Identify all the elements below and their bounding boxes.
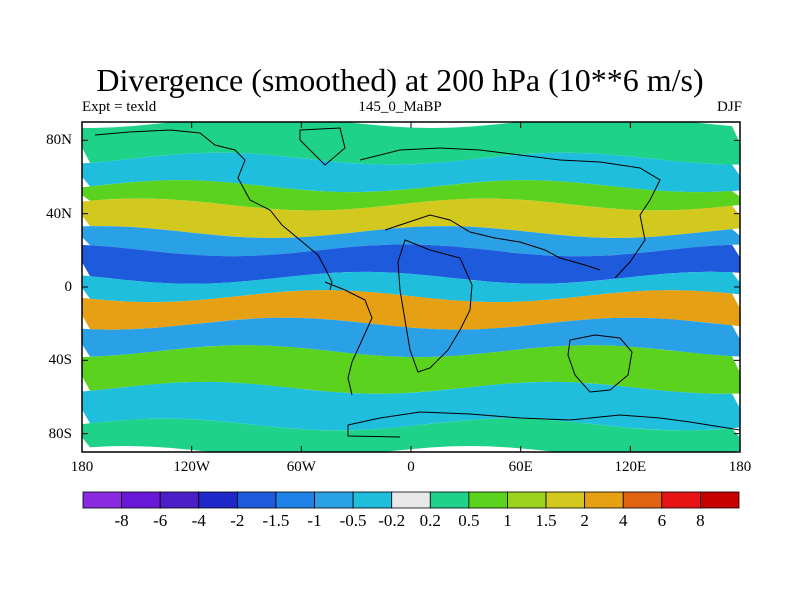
colorbar-box — [468, 491, 508, 509]
colorbar-box — [314, 491, 354, 509]
field-band — [82, 418, 740, 452]
coastline-south-america — [324, 281, 373, 396]
colorbar-box — [159, 491, 200, 509]
colorbar-box — [661, 491, 701, 509]
divergence-field — [82, 122, 740, 452]
lat-tick-label: 80S — [48, 425, 72, 442]
colorbar-label: 0.5 — [458, 511, 480, 530]
coastline-mediterranean — [384, 214, 601, 271]
lon-tick-label: 180 — [70, 459, 94, 475]
field-band — [82, 122, 740, 165]
colorbar-box — [275, 491, 315, 509]
field-band — [82, 152, 740, 193]
colorbar-label: 1 — [503, 511, 512, 530]
map-title: Divergence (smoothed) at 200 hPa (10**6 … — [96, 62, 704, 98]
field-band — [82, 381, 740, 431]
lon-tick-label: 60W — [286, 459, 316, 475]
lon-tick-label: 120W — [173, 459, 210, 475]
coastline-australia — [567, 334, 633, 393]
colorbar-box — [121, 491, 161, 509]
coastlines — [94, 127, 740, 438]
colorbar-label: -8 — [114, 511, 129, 530]
lat-tick-label: 40S — [48, 352, 72, 369]
coastline-antarctica — [347, 411, 740, 438]
season-label: DJF — [716, 99, 742, 115]
colorbar-box — [352, 491, 393, 509]
colorbar-label: -6 — [153, 511, 168, 530]
experiment-label: Expt = texld — [82, 99, 157, 115]
axis-ticks — [81, 122, 741, 452]
colorbar-box — [198, 491, 238, 509]
field-band — [82, 271, 740, 303]
field-band — [82, 226, 740, 257]
case-label: 145_0_MaBP — [358, 99, 442, 115]
coastline-africa — [397, 239, 473, 373]
colorbar-box — [700, 491, 740, 509]
colorbar-box — [391, 491, 431, 509]
colorbar-box — [507, 491, 547, 509]
coastline-north-america — [94, 129, 333, 291]
lon-tick-label: 60E — [508, 459, 533, 475]
colorbar-box — [622, 491, 663, 509]
field-band — [82, 290, 740, 330]
colorbar-label: -4 — [191, 511, 206, 530]
colorbar-label: 1.5 — [535, 511, 557, 530]
colorbar-box — [236, 491, 277, 509]
colorbar-box — [584, 491, 624, 509]
field-band — [82, 345, 740, 394]
coastline-eurasia — [359, 147, 661, 279]
colorbar-label: -0.2 — [378, 511, 406, 530]
lon-tick-label: 0 — [407, 459, 415, 475]
colorbar-box — [429, 491, 470, 509]
field-band — [82, 244, 740, 284]
colorbar — [82, 491, 740, 509]
lat-tick-label: 80N — [46, 132, 72, 149]
colorbar-label: 4 — [618, 511, 628, 530]
colorbar-label: 6 — [657, 511, 667, 530]
colorbar-label: 0.2 — [419, 511, 441, 530]
colorbar-label: 2 — [580, 511, 589, 530]
field-band — [82, 180, 740, 211]
colorbar-label: -1.5 — [262, 511, 290, 530]
field-band — [82, 198, 740, 238]
colorbar-box — [545, 491, 586, 509]
coastline-greenland — [299, 127, 346, 166]
colorbar-label: 8 — [696, 511, 705, 530]
field-band — [82, 317, 740, 358]
lon-tick-label: 120E — [614, 459, 647, 475]
lat-tick-label: 0 — [64, 279, 73, 295]
colorbar-label: -1 — [307, 511, 322, 530]
lat-tick-label: 40N — [46, 205, 72, 222]
colorbar-label: -2 — [230, 511, 245, 530]
colorbar-label: -0.5 — [339, 511, 367, 530]
lon-tick-label: 180 — [728, 459, 752, 475]
colorbar-box — [82, 491, 122, 509]
